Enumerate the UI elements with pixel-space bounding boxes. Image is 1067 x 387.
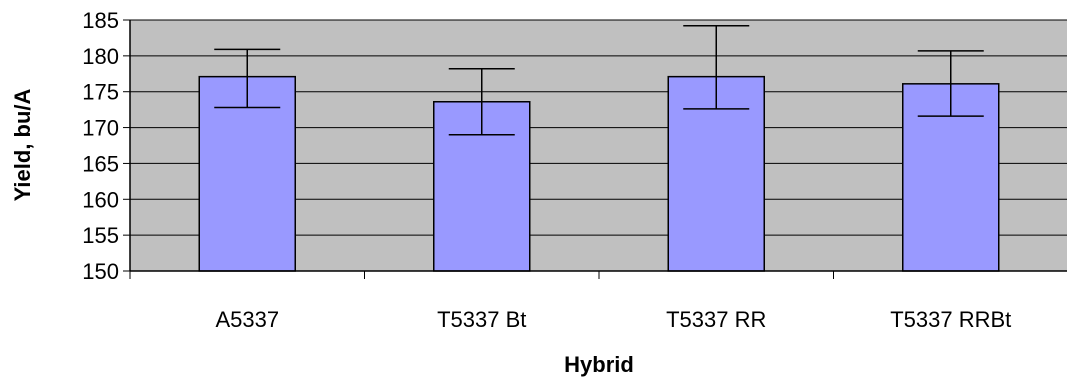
x-tick-label: A5337: [215, 307, 279, 332]
error-bars: [214, 24, 984, 136]
y-tick-label: 165: [82, 151, 119, 176]
y-tick-label: 185: [82, 8, 119, 33]
y-axis-title: Yield, bu/A: [10, 88, 35, 201]
y-tick-labels: 150 155 160 165 170 175 180 185: [82, 8, 119, 284]
y-tick-label: 180: [82, 44, 119, 69]
y-tick-label: 160: [82, 187, 119, 212]
x-axis-title: Hybrid: [564, 352, 634, 377]
x-tick-label: T5337 Bt: [437, 307, 526, 332]
x-tick-labels: A5337 T5337 Bt T5337 RR T5337 RRBt: [215, 307, 1011, 332]
y-tick-label: 170: [82, 116, 119, 141]
y-tick-label: 175: [82, 80, 119, 105]
x-tick-label: T5337 RRBt: [890, 307, 1011, 332]
axes: [123, 19, 1067, 279]
y-tick-label: 150: [82, 259, 119, 284]
y-tick-label: 155: [82, 223, 119, 248]
x-tick-label: T5337 RR: [666, 307, 766, 332]
